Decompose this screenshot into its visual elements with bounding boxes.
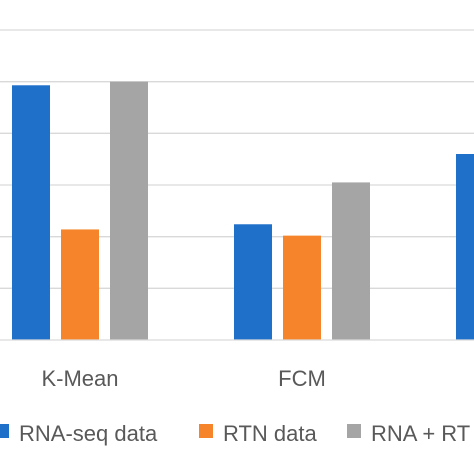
legend-swatch — [347, 424, 361, 438]
bar — [283, 235, 321, 340]
bars — [12, 81, 474, 341]
bar — [332, 182, 370, 340]
bar — [110, 81, 148, 341]
legend-swatch — [0, 424, 9, 438]
legend: RNA-seq data RTN data RNA + RT — [0, 421, 470, 446]
x-tick-labels: K-Mean FCM — [41, 366, 325, 391]
legend-label: RNA + RT — [371, 421, 470, 446]
legend-label: RTN data — [223, 421, 318, 446]
legend-swatch — [199, 424, 213, 438]
x-tick-label: FCM — [278, 366, 326, 391]
legend-label: RNA-seq data — [19, 421, 158, 446]
bar — [61, 229, 99, 340]
bar — [456, 154, 474, 340]
bar — [234, 224, 272, 340]
bar — [12, 85, 50, 341]
x-tick-label: K-Mean — [41, 366, 118, 391]
